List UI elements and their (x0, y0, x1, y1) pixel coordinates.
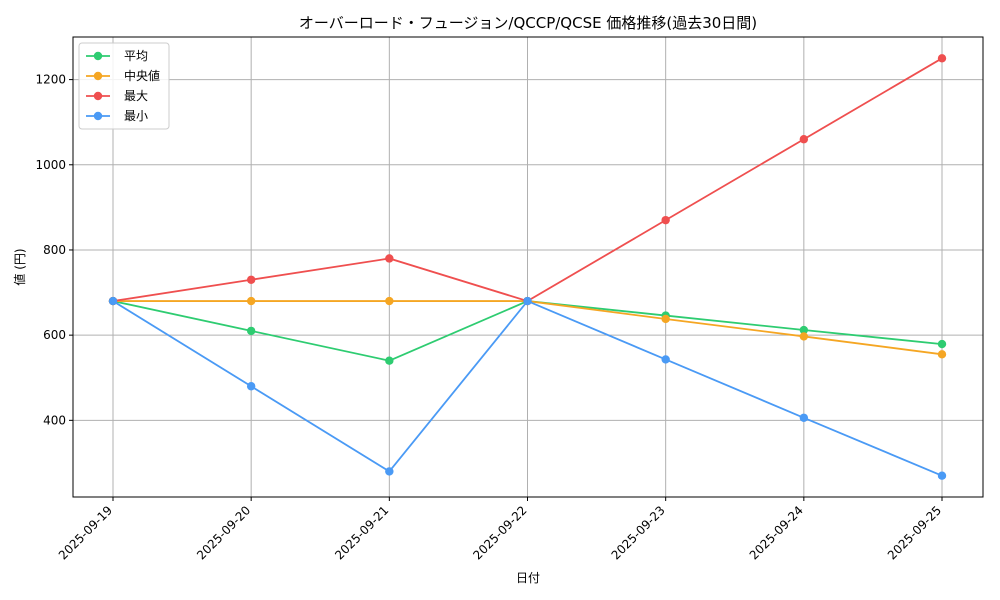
data-point (385, 254, 394, 263)
data-point (937, 471, 947, 480)
legend-item: 最大 (86, 89, 148, 103)
series-group (108, 54, 947, 480)
y-tick-label: 1200 (35, 73, 66, 87)
data-point (661, 355, 670, 364)
y-tick-label: 600 (43, 328, 66, 342)
data-point (385, 356, 394, 365)
y-tick-label: 400 (43, 413, 66, 427)
x-tick-label: 2025-09-25 (885, 503, 944, 562)
x-tick-label: 2025-09-21 (332, 503, 391, 562)
data-point (937, 350, 947, 359)
data-point (246, 275, 256, 284)
y-axis: 400 600 800 1000 1200 (35, 73, 73, 427)
grid (73, 37, 983, 497)
y-tick-label: 1000 (35, 158, 66, 172)
x-tick-label: 2025-09-19 (56, 503, 115, 562)
data-point (937, 54, 947, 63)
legend-label: 平均 (124, 49, 148, 63)
data-point (523, 296, 532, 306)
x-tick-label: 2025-09-24 (747, 503, 806, 562)
data-point (108, 296, 118, 306)
legend-item: 平均 (86, 49, 148, 63)
data-point (246, 382, 256, 391)
legend-marker (93, 71, 103, 81)
data-point (385, 467, 394, 476)
x-tick-label: 2025-09-23 (609, 503, 668, 562)
data-point (799, 332, 809, 341)
x-axis-label: 日付 (516, 571, 540, 585)
data-point (799, 325, 809, 335)
series-4 (108, 296, 947, 480)
data-point (937, 339, 947, 349)
legend-label: 最小 (124, 109, 148, 123)
data-point (246, 326, 256, 336)
legend-marker (93, 111, 103, 121)
x-tick-label: 2025-09-22 (470, 503, 529, 562)
data-point (661, 314, 670, 324)
y-axis-label: 値 (円) (12, 248, 27, 285)
data-point (385, 296, 394, 306)
chart-title: オーバーロード・フュージョン/QCCP/QCSE 価格推移(過去30日間) (299, 14, 757, 32)
x-axis: 2025-09-19 2025-09-20 2025-09-21 2025-09-22… (56, 497, 944, 562)
data-point (246, 296, 256, 306)
x-tick-label: 2025-09-20 (194, 503, 253, 562)
y-tick-label: 800 (43, 243, 66, 257)
legend-item: 最小 (86, 109, 148, 123)
data-point (799, 135, 809, 144)
legend-label: 最大 (124, 89, 148, 103)
legend-box (78, 42, 170, 130)
legend-marker (93, 91, 103, 101)
data-point (661, 215, 670, 225)
legend-marker (93, 51, 103, 61)
data-point (799, 413, 809, 422)
legend-label: 中央値 (124, 68, 160, 83)
legend-item: 中央値 (86, 68, 160, 83)
